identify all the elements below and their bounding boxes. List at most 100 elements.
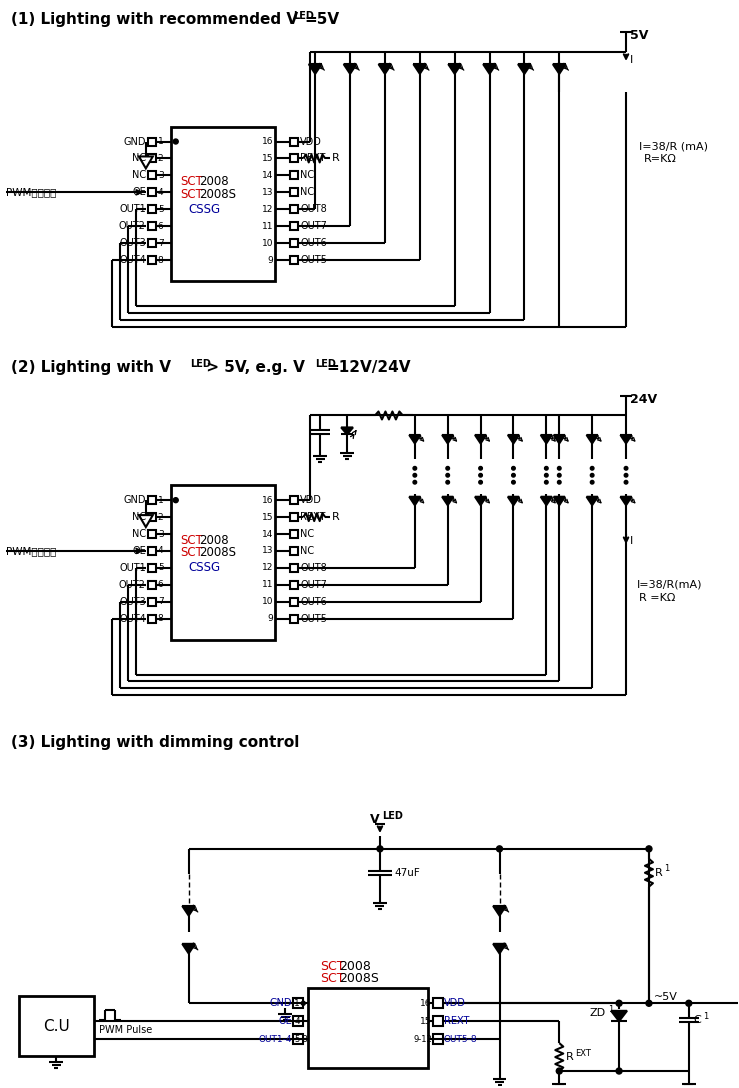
Text: ZD: ZD [589, 1009, 605, 1018]
Bar [290, 514, 299, 521]
Polygon shape [341, 428, 353, 434]
Polygon shape [475, 435, 486, 444]
Bar [290, 206, 299, 213]
Polygon shape [344, 64, 356, 74]
Circle shape [413, 481, 417, 484]
Circle shape [616, 1068, 622, 1074]
Text: 2008: 2008 [199, 533, 228, 546]
Circle shape [616, 1000, 622, 1006]
Circle shape [173, 139, 178, 144]
Text: 2008: 2008 [339, 960, 371, 973]
Text: I: I [630, 54, 633, 65]
Text: SCT: SCT [181, 188, 203, 201]
Text: 2008: 2008 [199, 175, 228, 188]
Circle shape [377, 845, 383, 852]
Text: OUT3: OUT3 [119, 238, 146, 248]
Text: VDD: VDD [443, 999, 466, 1009]
Text: LED: LED [293, 11, 314, 21]
Bar [290, 222, 299, 231]
Text: 2: 2 [158, 512, 163, 521]
Text: GND: GND [123, 136, 146, 147]
Polygon shape [139, 157, 153, 169]
Bar [148, 514, 156, 521]
Text: (2) Lighting with V: (2) Lighting with V [11, 360, 171, 375]
Text: (1) Lighting with recommended V: (1) Lighting with recommended V [11, 12, 299, 27]
Polygon shape [442, 435, 453, 444]
Text: 4: 4 [294, 1016, 300, 1026]
Text: 13: 13 [262, 188, 273, 197]
Circle shape [557, 467, 561, 470]
Text: OUT8: OUT8 [300, 562, 327, 573]
Text: LED: LED [382, 811, 403, 821]
Text: SCT: SCT [181, 546, 203, 559]
Bar [148, 256, 156, 264]
Polygon shape [587, 435, 598, 444]
Text: CSSG: CSSG [188, 202, 221, 215]
Circle shape [624, 473, 628, 477]
Circle shape [511, 481, 515, 484]
Text: 1: 1 [294, 999, 300, 1007]
Text: 1: 1 [703, 1012, 708, 1021]
Text: LED: LED [190, 359, 211, 369]
Polygon shape [183, 944, 195, 953]
Bar [19, 997, 94, 1056]
Bar [148, 564, 156, 572]
Text: 2: 2 [158, 154, 163, 163]
Text: OUT1: OUT1 [119, 562, 146, 573]
Bar [171, 485, 276, 640]
Circle shape [545, 481, 548, 484]
Polygon shape [541, 435, 552, 444]
Text: NC: NC [132, 512, 146, 522]
Text: 2008S: 2008S [199, 188, 236, 201]
Polygon shape [493, 906, 506, 916]
Circle shape [590, 481, 594, 484]
Text: OE: OE [279, 1016, 293, 1026]
Circle shape [557, 473, 561, 477]
Text: 13: 13 [262, 546, 273, 556]
Bar [171, 126, 276, 281]
Text: OUT5: OUT5 [300, 614, 327, 623]
Circle shape [497, 845, 503, 852]
Bar [148, 530, 156, 539]
Text: (3) Lighting with dimming control: (3) Lighting with dimming control [11, 734, 300, 750]
Text: 14: 14 [262, 530, 273, 539]
Text: OUT5: OUT5 [300, 255, 327, 265]
Polygon shape [483, 64, 496, 74]
Circle shape [686, 1000, 692, 1006]
Polygon shape [309, 64, 321, 74]
Bar [290, 172, 299, 180]
Text: 3: 3 [158, 171, 163, 180]
Circle shape [624, 481, 628, 484]
Text: NC: NC [300, 546, 314, 556]
Text: =5V: =5V [304, 12, 339, 27]
Text: OE: OE [132, 546, 146, 556]
Circle shape [479, 481, 483, 484]
Text: PWM調光信號: PWM調光信號 [7, 546, 57, 556]
Polygon shape [442, 497, 453, 505]
Bar [148, 547, 156, 555]
Text: OUT4: OUT4 [119, 255, 146, 265]
Polygon shape [413, 64, 426, 74]
Polygon shape [183, 906, 195, 916]
Text: EXT: EXT [575, 1049, 591, 1058]
Polygon shape [541, 497, 552, 505]
Text: SCT: SCT [181, 533, 203, 546]
Bar [293, 999, 303, 1009]
Bar [290, 137, 299, 146]
Text: R: R [655, 868, 663, 878]
Polygon shape [621, 497, 632, 505]
Text: REXT: REXT [300, 153, 326, 163]
Text: PWM Pulse: PWM Pulse [99, 1025, 152, 1035]
Circle shape [479, 467, 483, 470]
Bar [290, 581, 299, 589]
Bar [308, 988, 428, 1068]
Circle shape [479, 473, 483, 477]
Text: 15: 15 [420, 1016, 432, 1026]
Text: C.U: C.U [44, 1018, 70, 1034]
Text: ~5V: ~5V [654, 992, 678, 1002]
Text: 11: 11 [262, 222, 273, 231]
Text: OUT7: OUT7 [300, 580, 327, 590]
Text: I: I [630, 536, 633, 546]
Text: LED: LED [316, 359, 336, 369]
Text: NC: NC [300, 171, 314, 181]
